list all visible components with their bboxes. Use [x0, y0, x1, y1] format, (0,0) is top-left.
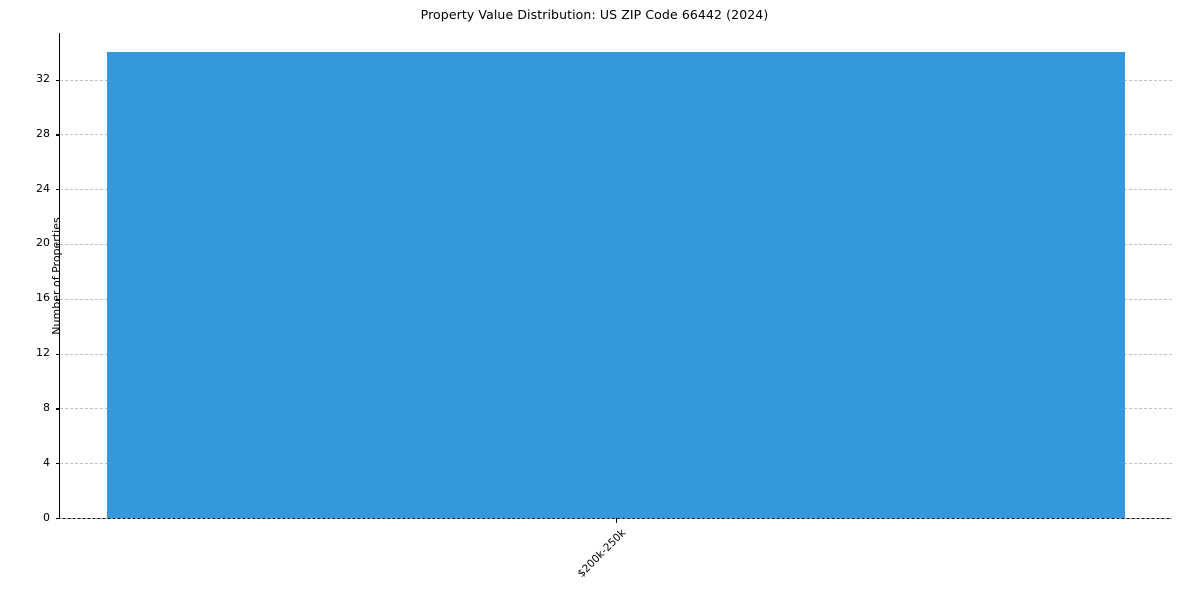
- y-tick-mark: [55, 243, 60, 246]
- y-tick-mark: [55, 298, 60, 301]
- y-tick-mark: [55, 79, 60, 81]
- y-tick-label: 4: [43, 455, 50, 469]
- bar-series: [60, 33, 1172, 518]
- x-tick-label: $200k-250k: [575, 527, 629, 580]
- y-tick-mark: [55, 134, 60, 136]
- y-tick-label: 20: [36, 236, 50, 250]
- y-tick-mark: [55, 463, 60, 465]
- y-axis-label-holder: Number of Properties: [0, 33, 63, 518]
- y-tick-label: 0: [43, 510, 50, 524]
- bar[interactable]: [106, 52, 1126, 518]
- y-tick-label: 8: [43, 400, 50, 414]
- x-tick-mark: [616, 518, 618, 523]
- y-tick-label: 32: [36, 72, 50, 86]
- y-axis-spine: [59, 33, 61, 519]
- y-tick-mark: [55, 408, 60, 410]
- y-tick-mark: [55, 518, 60, 520]
- y-tick-label: 24: [36, 181, 50, 195]
- y-tick-mark: [55, 353, 60, 355]
- y-tick-label: 12: [36, 346, 50, 360]
- y-tick-label: 16: [36, 291, 50, 305]
- y-tick-label: 28: [36, 126, 50, 140]
- y-tick-mark: [55, 189, 60, 191]
- chart-title: Property Value Distribution: US ZIP Code…: [420, 7, 769, 22]
- plot-area: 0 4 8 12 16 20 24 28 32 $200k-250k: [36, 33, 1172, 580]
